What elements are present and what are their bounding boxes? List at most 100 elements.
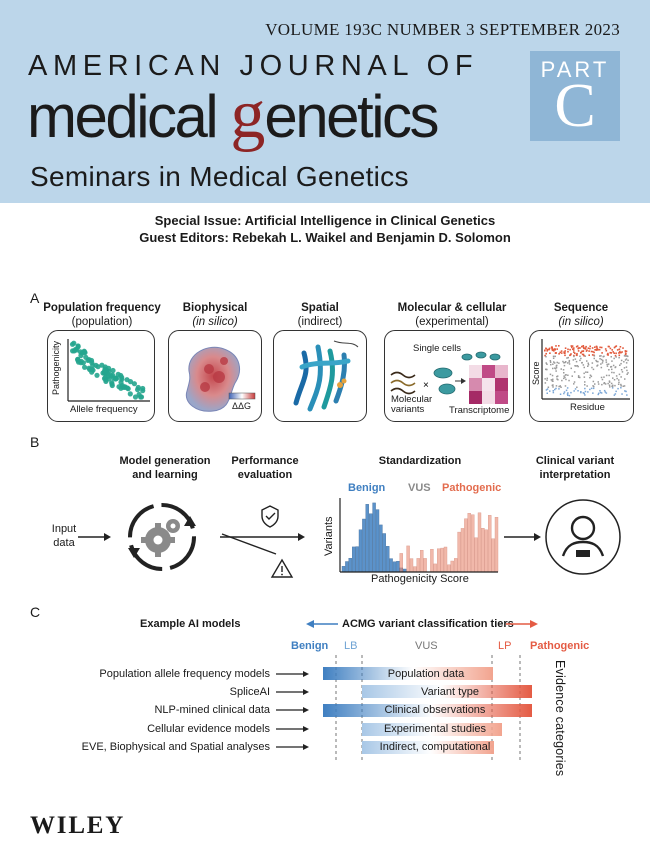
score-point <box>554 355 556 358</box>
scatter-point <box>118 379 124 385</box>
score-point-high <box>581 353 584 356</box>
score-point <box>592 380 595 383</box>
score-point <box>618 356 620 359</box>
score-point-high <box>570 345 573 347</box>
evidence-population: Population data <box>387 668 465 680</box>
hist-bar-pathogenic <box>494 516 499 573</box>
score-point <box>618 373 621 376</box>
score-point <box>611 368 613 371</box>
score-point <box>587 365 589 367</box>
score-point <box>591 366 593 369</box>
hist-bar-pathogenic <box>443 546 448 573</box>
score-point-high <box>618 348 621 350</box>
score-point <box>554 368 557 370</box>
score-point-high <box>549 352 551 354</box>
score-point <box>599 391 602 394</box>
hist-bar-benign <box>345 561 349 573</box>
score-point-high <box>583 347 585 350</box>
score-point <box>603 389 606 392</box>
score-point <box>592 368 595 371</box>
score-point <box>592 387 595 390</box>
score-point-high <box>548 348 550 351</box>
hist-bar-benign <box>355 546 359 573</box>
score-point <box>627 355 629 358</box>
score-point-high <box>584 348 587 350</box>
score-point <box>577 375 580 377</box>
score-point <box>614 384 616 387</box>
score-point-high <box>597 349 599 351</box>
score-point <box>579 355 581 357</box>
score-point <box>546 379 548 381</box>
score-point <box>614 393 617 395</box>
score-point-high <box>624 351 627 353</box>
score-point-high <box>591 354 594 356</box>
card-subtitle: (indirect) <box>297 316 343 328</box>
score-point <box>547 386 550 388</box>
score-point <box>556 378 558 380</box>
step-performance-evaluation: Performance evaluation <box>231 455 299 481</box>
evidence-indirect: Indirect, computational <box>379 741 491 753</box>
score-point <box>556 375 558 378</box>
legend-benign: Benign <box>348 482 386 494</box>
score-point-high <box>607 352 609 355</box>
score-point-high <box>619 346 622 348</box>
score-point-high <box>596 347 598 350</box>
evidence-clinical: Clinical observations <box>384 704 486 716</box>
score-point <box>555 387 557 390</box>
score-point <box>573 371 576 373</box>
score-point <box>620 387 622 389</box>
shield-check-icon <box>261 505 279 528</box>
scatter-point <box>131 381 137 387</box>
score-point <box>544 378 546 380</box>
score-point <box>562 369 565 371</box>
score-point <box>565 361 567 363</box>
card-population-title: Population frequency (population) <box>42 301 162 329</box>
card-sequence-title: Sequence (in silico) <box>525 301 637 329</box>
score-point-high <box>589 345 591 348</box>
score-point <box>612 384 614 387</box>
score-point <box>558 385 560 388</box>
sequence-ylabel: Score <box>531 361 541 385</box>
score-point <box>564 376 566 379</box>
score-point <box>625 366 628 368</box>
card-spatial-title: Spatial (indirect) <box>270 301 370 329</box>
score-point <box>584 384 586 386</box>
hist-bar-benign <box>382 533 386 573</box>
score-point-high <box>600 346 603 349</box>
step-clinical-interpretation: Clinical variant interpretation <box>535 455 615 481</box>
hist-bar-benign <box>396 560 400 573</box>
heatmap-cell <box>482 391 495 404</box>
score-point-high <box>576 345 579 347</box>
score-point <box>599 390 601 392</box>
score-point <box>590 375 593 378</box>
score-point <box>619 364 621 366</box>
score-point <box>596 360 598 363</box>
masthead: VOLUME 193C NUMBER 3 SEPTEMBER 2023 AMER… <box>0 0 650 203</box>
score-point <box>549 373 552 376</box>
card-subtitle: (population) <box>71 316 133 328</box>
score-point-high <box>615 352 617 355</box>
score-point <box>566 357 568 359</box>
hist-bar-benign <box>379 524 383 573</box>
hist-bar-pathogenic <box>399 553 403 573</box>
card-molecular: × Single cells Molecular variants Transc… <box>384 330 514 422</box>
score-point <box>577 365 579 368</box>
score-point <box>552 357 555 359</box>
hist-bar-benign <box>386 546 390 573</box>
score-point <box>618 381 620 384</box>
ddg-label: ΔΔG <box>232 401 252 411</box>
score-point <box>566 362 569 364</box>
score-point <box>626 369 628 372</box>
hist-bar-pathogenic <box>491 538 495 573</box>
score-point-high <box>545 347 547 350</box>
scatter-point <box>122 384 128 390</box>
hist-bar-pathogenic <box>467 513 471 573</box>
score-point <box>596 364 599 366</box>
score-point <box>568 394 571 397</box>
score-point <box>564 374 567 376</box>
score-point <box>567 394 569 396</box>
score-point-high <box>564 350 566 352</box>
score-point <box>611 387 614 389</box>
score-point <box>553 362 556 364</box>
score-point <box>576 386 578 388</box>
